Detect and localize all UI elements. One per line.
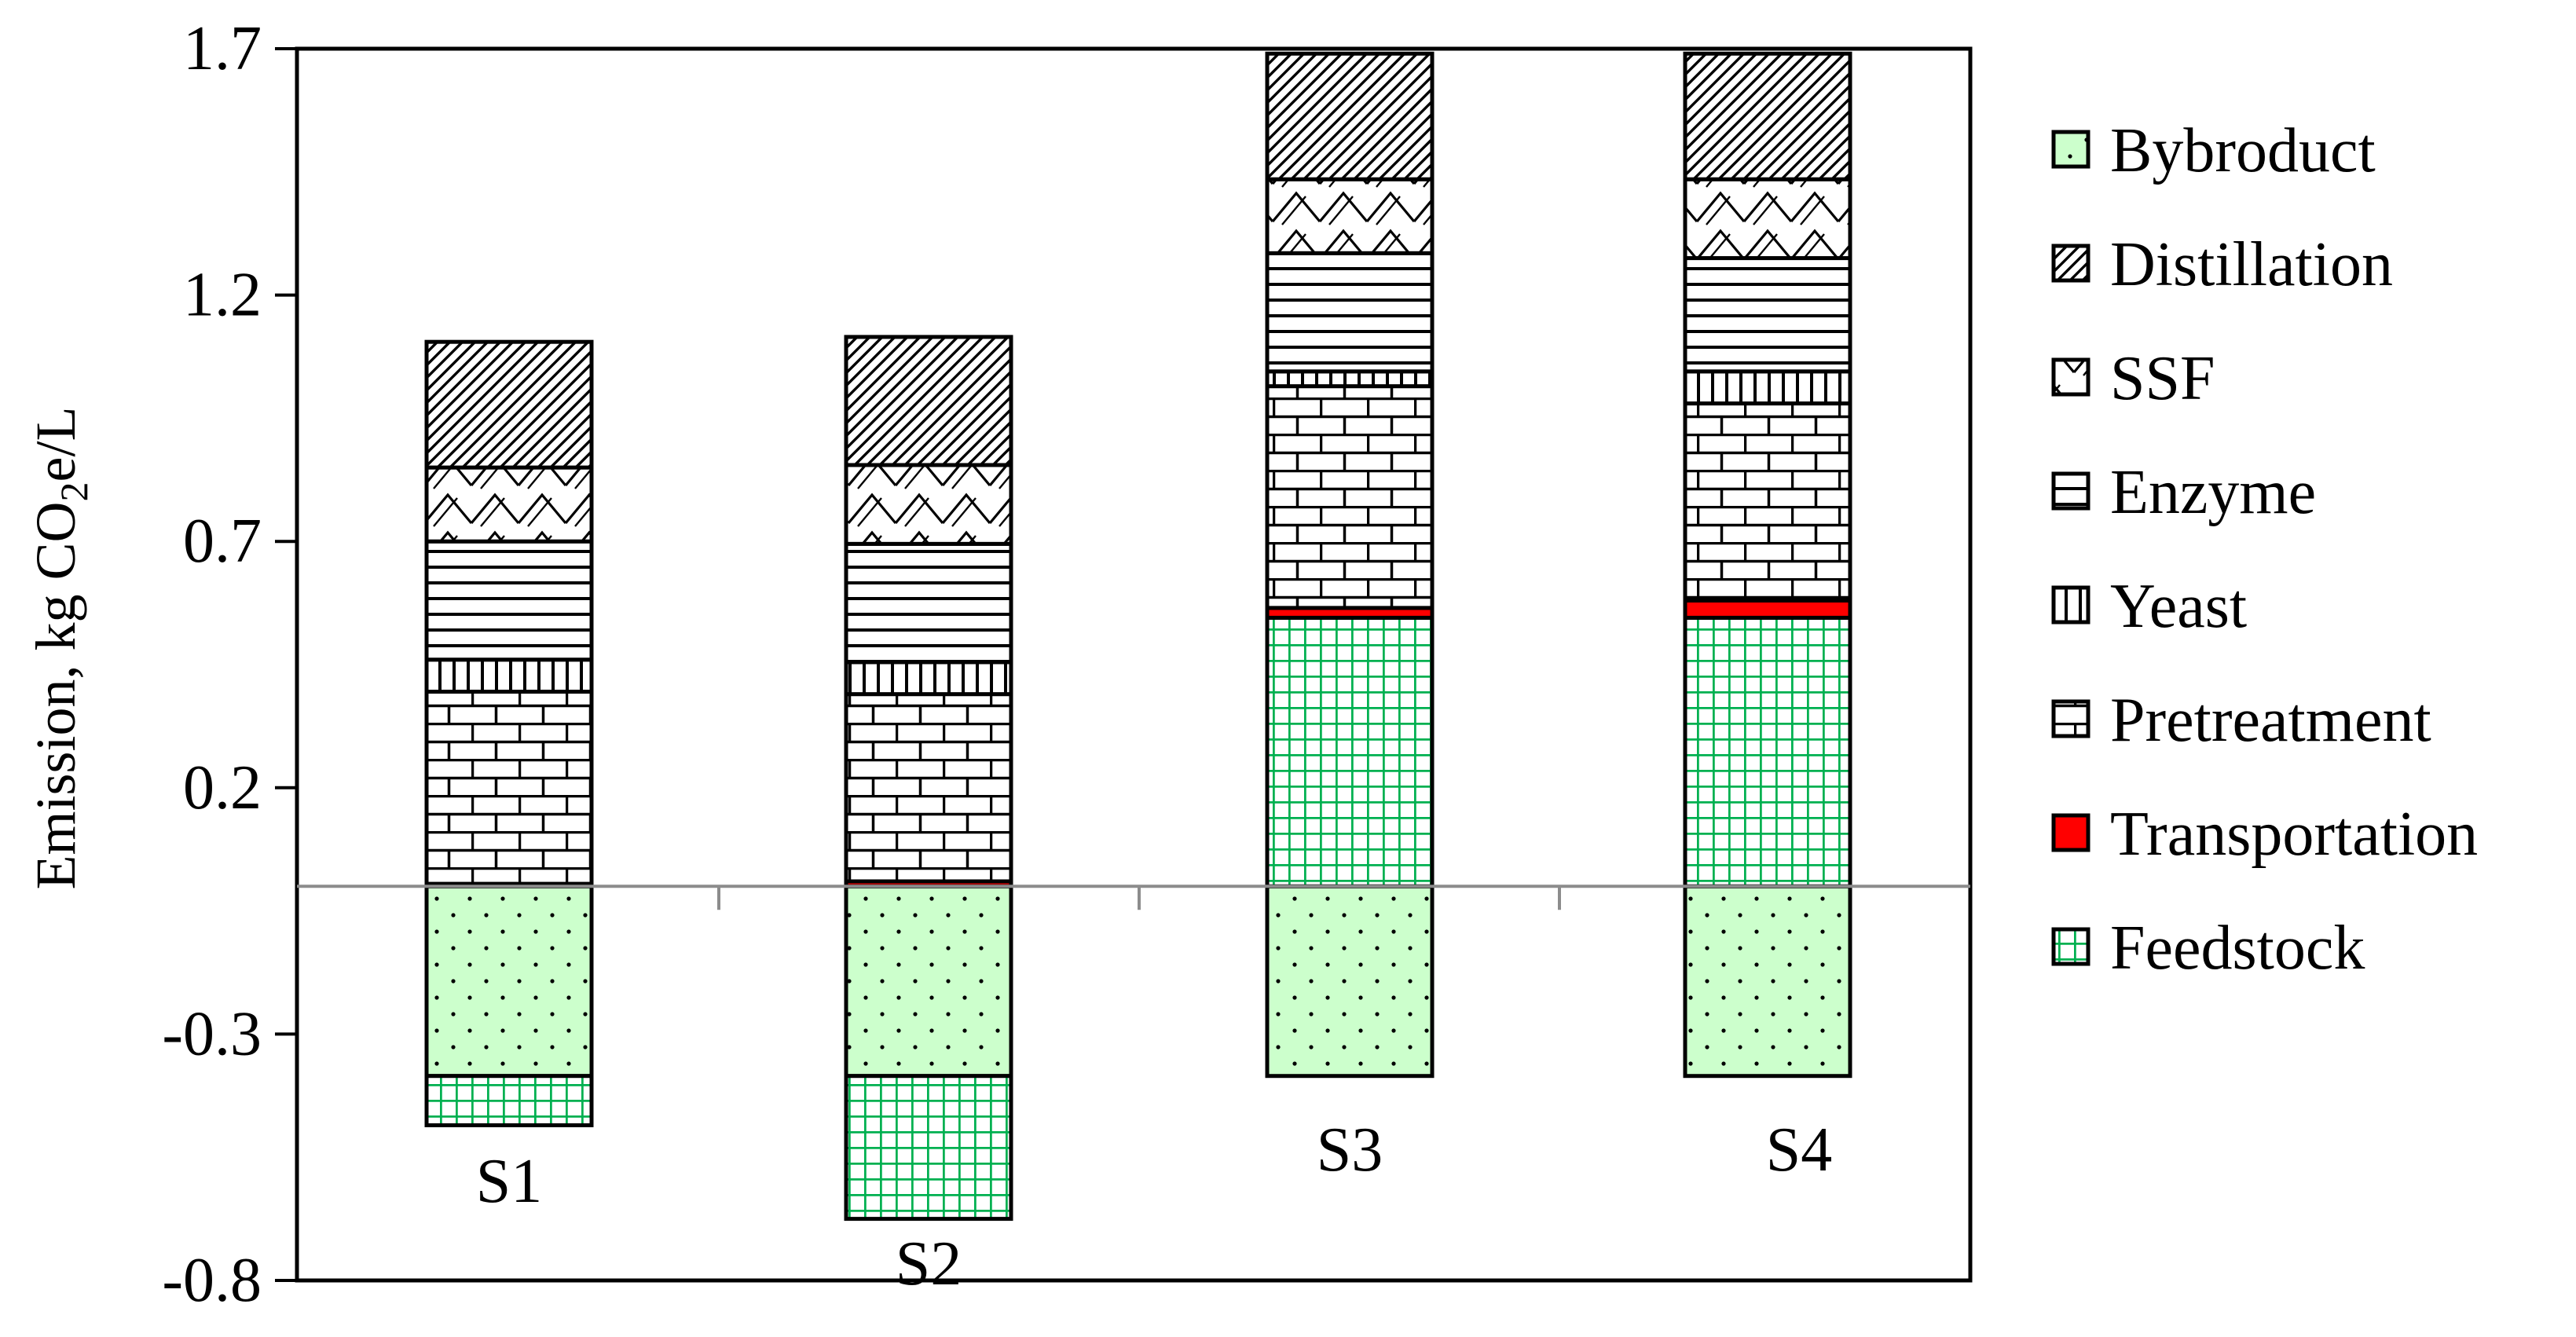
bar-segment-yeast-s3 [1265, 369, 1435, 389]
bar-stack-s4 [1683, 51, 1852, 1079]
legend-item-yeast: Yeast [2051, 572, 2247, 641]
bar-segment-ssf-s2 [844, 463, 1013, 546]
y-tick-label: 1.7 [183, 14, 262, 83]
x-axis: S1 S2 S3 S4 [476, 1115, 1833, 1299]
legend-item-bybroduct: Bybroduct [2051, 116, 2376, 185]
y-axis-label: Emission, kg CO2e/L [24, 406, 96, 889]
bar-segment-bybroduct-s4 [1683, 884, 1852, 1079]
bars [424, 51, 1852, 1222]
bar-segment-ssf-s3 [1265, 177, 1435, 255]
plot-area [295, 46, 1973, 1283]
legend-swatch [2051, 699, 2090, 738]
legend-label: Transportation [2110, 800, 2478, 869]
y-axis-label-main: Emission, kg CO [24, 501, 87, 889]
bar-segment-enzyme-s1 [424, 539, 594, 662]
legend-swatch [2051, 130, 2090, 169]
category-label-s1: S1 [476, 1147, 543, 1216]
legend-swatch [2051, 585, 2090, 625]
legend-label: Enzyme [2110, 458, 2316, 527]
legend-item-pretreatment: Pretreatment [2051, 686, 2431, 755]
y-axis-label-unit: e/L [24, 406, 87, 482]
category-label-s4: S4 [1766, 1115, 1833, 1185]
y-tick-label: -0.3 [162, 999, 262, 1068]
bar-segment-ssf-s4 [1683, 177, 1852, 261]
bar-segment-pretreatment-s4 [1683, 401, 1852, 603]
bar-segment-enzyme-s4 [1683, 256, 1852, 374]
bar-stack-s2 [844, 335, 1013, 1222]
bar-stack-s3 [1265, 51, 1435, 1079]
legend-swatch [2051, 244, 2090, 283]
bar-segment-yeast-s4 [1683, 369, 1852, 406]
legend-swatch [2051, 471, 2090, 511]
bar-segment-pretreatment-s3 [1265, 384, 1435, 610]
legend-label: Distillation [2110, 230, 2393, 299]
bar-segment-feedstock-s3 [1265, 615, 1435, 888]
category-label-s3: S3 [1317, 1115, 1383, 1185]
bar-segment-bybroduct-s1 [424, 884, 594, 1079]
category-label-s2: S2 [896, 1229, 962, 1299]
bar-segment-enzyme-s2 [844, 541, 1013, 665]
y-tick-label: 0.2 [183, 753, 262, 822]
plot-border [295, 46, 1973, 1283]
legend-label: Bybroduct [2110, 116, 2376, 185]
legend-item-enzyme: Enzyme [2051, 458, 2316, 527]
bar-segment-bybroduct-s3 [1265, 884, 1435, 1079]
legend-label: Feedstock [2110, 914, 2365, 983]
bar-segment-distillation-s3 [1265, 51, 1435, 181]
bar-segment-pretreatment-s2 [844, 692, 1013, 884]
zero-line-group [297, 885, 1970, 910]
bar-segment-yeast-s2 [844, 660, 1013, 697]
y-tick-label: 0.7 [183, 507, 262, 576]
legend-swatch [2051, 357, 2090, 397]
legend-label: Yeast [2110, 572, 2247, 641]
legend-label: Pretreatment [2110, 686, 2431, 755]
bar-segment-distillation-s1 [424, 339, 594, 470]
bar-segment-enzyme-s3 [1265, 251, 1435, 374]
bar-segment-distillation-s2 [844, 335, 1013, 467]
y-tick-label: -0.8 [162, 1246, 262, 1315]
bar-segment-transportation-s4 [1683, 598, 1852, 620]
legend-item-transportation: Transportation [2051, 800, 2478, 869]
bar-segment-bybroduct-s2 [844, 884, 1013, 1079]
bar-segment-ssf-s1 [424, 465, 594, 544]
y-tick-label: 1.2 [183, 261, 262, 330]
legend-swatch [2051, 813, 2090, 852]
y-axis-label-subscript: 2 [52, 482, 96, 501]
y-axis: 1.7 1.2 0.7 0.2 -0.3 -0.8 [162, 14, 297, 1315]
bar-segment-pretreatment-s1 [424, 689, 594, 886]
bar-segment-feedstock-s4 [1683, 615, 1852, 888]
bar-stack-s1 [424, 339, 594, 1127]
legend: Bybroduct Distillation SSF Enzyme Yeast Pretr… [2051, 116, 2478, 983]
bar-segment-distillation-s4 [1683, 51, 1852, 181]
bar-segment-feedstock-s1 [424, 1074, 594, 1127]
bar-segment-yeast-s1 [424, 658, 594, 694]
legend-swatch [2051, 927, 2090, 966]
legend-item-distillation: Distillation [2051, 230, 2393, 299]
legend-item-ssf: SSF [2051, 344, 2215, 413]
legend-item-feedstock: Feedstock [2051, 914, 2365, 983]
legend-label: SSF [2110, 344, 2215, 413]
bar-segment-feedstock-s2 [844, 1074, 1013, 1222]
